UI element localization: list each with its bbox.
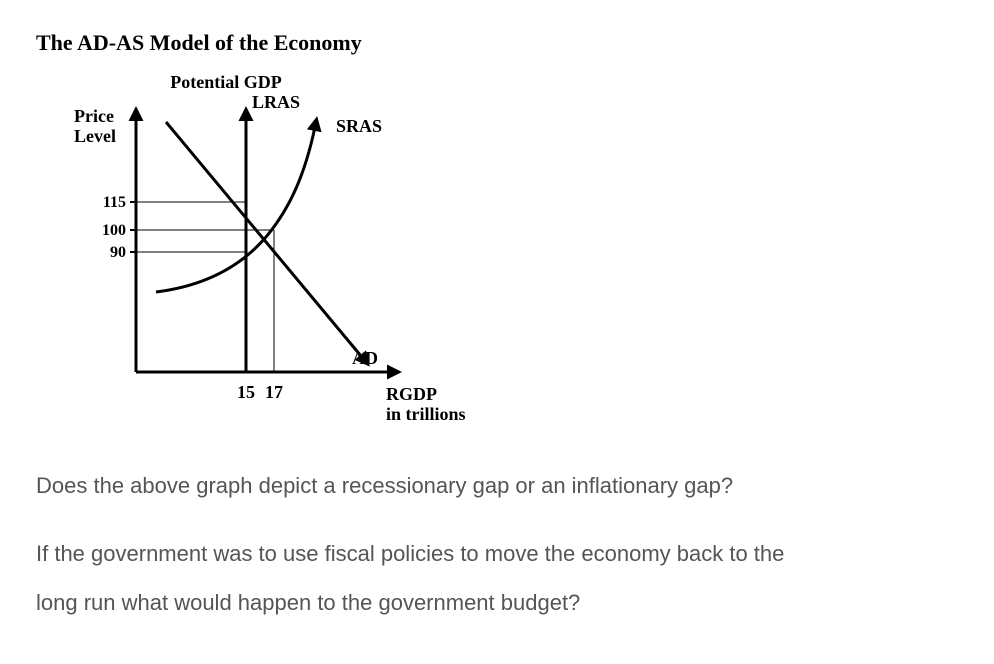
question-2-line-1: If the government was to use fiscal poli… bbox=[36, 541, 784, 566]
ad-label: AD bbox=[352, 348, 378, 368]
x-axis-label-2: in trillions bbox=[386, 404, 466, 424]
y-tick-label-100: 100 bbox=[102, 222, 126, 239]
potential-gdp-label: Potential GDP bbox=[170, 72, 281, 92]
ad-as-chart: PriceLevel RGDPin trillions Potential GDPL… bbox=[36, 62, 556, 442]
question-1: Does the above graph depict a recessiona… bbox=[36, 462, 964, 510]
y-tick-label-90: 90 bbox=[110, 244, 126, 261]
chart-svg: PriceLevel RGDPin trillions Potential GDPL… bbox=[36, 62, 556, 442]
y-tick-label-115: 115 bbox=[103, 194, 126, 211]
y-axis-label-2: Level bbox=[74, 126, 116, 146]
question-2-line-2: long run what would happen to the govern… bbox=[36, 590, 580, 615]
sras-label: SRAS bbox=[336, 116, 382, 136]
x-tick-label-17: 17 bbox=[265, 382, 283, 402]
x-tick-label-15: 15 bbox=[237, 382, 255, 402]
ad-line bbox=[166, 122, 366, 362]
document-page: The AD-AS Model of the Economy PriceLeve… bbox=[0, 0, 994, 664]
x-axis-label-1: RGDP bbox=[386, 384, 437, 404]
lras-label: LRAS bbox=[252, 92, 300, 112]
y-axis-label-1: Price bbox=[74, 106, 114, 126]
question-2: If the government was to use fiscal poli… bbox=[36, 530, 964, 627]
page-title: The AD-AS Model of the Economy bbox=[36, 30, 964, 56]
